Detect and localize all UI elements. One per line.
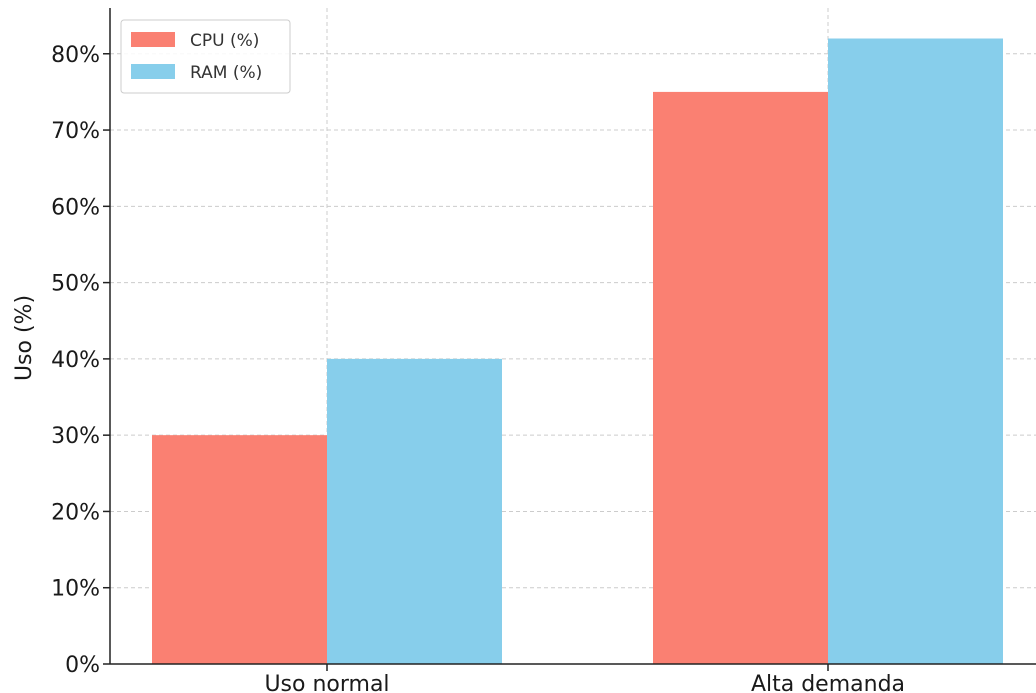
y-tick-label: 70% xyxy=(51,119,100,144)
legend-label-cpu: CPU (%) xyxy=(190,31,259,51)
y-tick-label: 80% xyxy=(51,43,100,68)
y-tick-label: 60% xyxy=(51,195,100,220)
y-tick-label: 10% xyxy=(51,577,100,602)
legend: CPU (%) RAM (%) xyxy=(120,19,291,94)
y-tick-label: 0% xyxy=(65,653,100,678)
legend-swatch-cpu xyxy=(131,32,175,47)
bars xyxy=(152,38,1003,665)
bar-cpu-0 xyxy=(152,435,327,664)
legend-label-ram: RAM (%) xyxy=(190,63,262,83)
tick-labels: 0% 10% 20% 30% 40% 50% 60% 70% 80% Uso normal Alta… xyxy=(51,43,905,693)
bar-ram-1 xyxy=(828,38,1003,665)
x-tick-label: Alta demanda xyxy=(751,672,905,693)
y-tick-label: 30% xyxy=(51,424,100,449)
bar-cpu-1 xyxy=(653,91,828,664)
bar-ram-0 xyxy=(327,358,502,664)
x-tick-label: Uso normal xyxy=(264,672,389,693)
y-tick-label: 50% xyxy=(51,272,100,297)
y-tick-label: 20% xyxy=(51,500,100,525)
y-tick-label: 40% xyxy=(51,348,100,373)
legend-swatch-ram xyxy=(131,64,175,79)
axes xyxy=(103,8,1036,671)
y-axis-title: Uso (%) xyxy=(12,295,37,381)
